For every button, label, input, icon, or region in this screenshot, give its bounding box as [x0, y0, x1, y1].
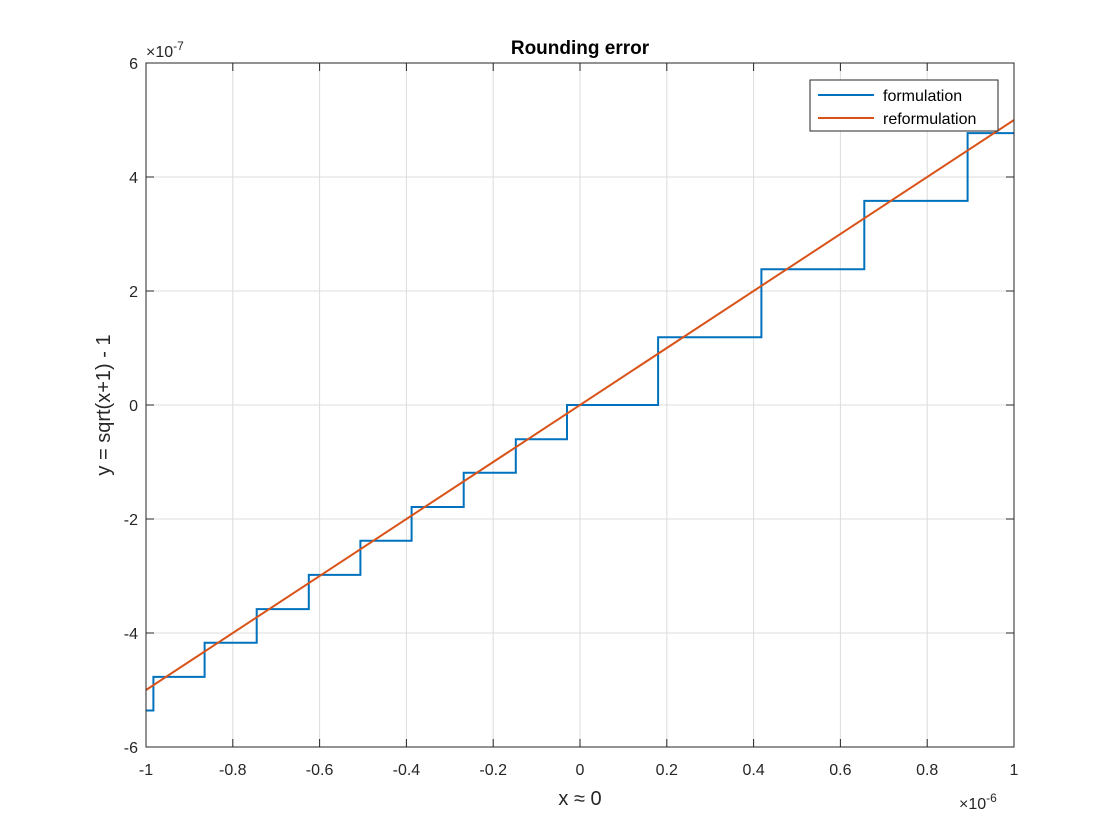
- y-axis-exponent: ×10-7: [146, 39, 184, 61]
- legend-box: [809, 79, 999, 132]
- y-tick-label: -6: [124, 740, 138, 757]
- y-tick-label: 2: [129, 284, 138, 301]
- x-axis-label: x ≈ 0: [558, 788, 601, 810]
- y-axis-label: y = sqrt(x+1) - 1: [93, 334, 115, 475]
- x-tick-label: 0: [576, 762, 585, 779]
- x-axis-exponent: ×10-6: [959, 791, 997, 813]
- tick-marks: [145, 62, 1015, 748]
- y-tick-label: -2: [124, 512, 138, 529]
- y-tick-label: 6: [129, 56, 138, 73]
- legend-label: formulation: [883, 88, 962, 105]
- x-tick-label: -0.4: [393, 762, 421, 779]
- legend-label: reformulation: [883, 111, 976, 128]
- x-tick-label: -1: [139, 762, 153, 779]
- x-tick-label: -0.2: [479, 762, 507, 779]
- series-line-reformulation: [145, 119, 1015, 691]
- x-tick-label: -0.6: [306, 762, 334, 779]
- x-tick-label: 0.8: [916, 762, 938, 779]
- tick-labels: -1 -0.8 -0.6 -0.4 -0.2 0 0.2 0.4 0.6 0.8 1 -6 -4 -2 0 2…: [124, 56, 1019, 779]
- y-tick-label: -4: [124, 626, 138, 643]
- y-tick-label: 0: [129, 398, 138, 415]
- legend: formulation reformulation: [809, 79, 999, 132]
- plot-series: [145, 119, 1015, 712]
- x-tick-label: 0.4: [742, 762, 764, 779]
- x-tick-label: 1: [1010, 762, 1019, 779]
- chart-title: Rounding error: [511, 38, 650, 59]
- series-line-formulation: [146, 132, 1014, 712]
- x-tick-label: -0.8: [219, 762, 247, 779]
- x-tick-label: 0.6: [829, 762, 851, 779]
- y-tick-label: 4: [129, 170, 138, 187]
- x-tick-label: 0.2: [656, 762, 678, 779]
